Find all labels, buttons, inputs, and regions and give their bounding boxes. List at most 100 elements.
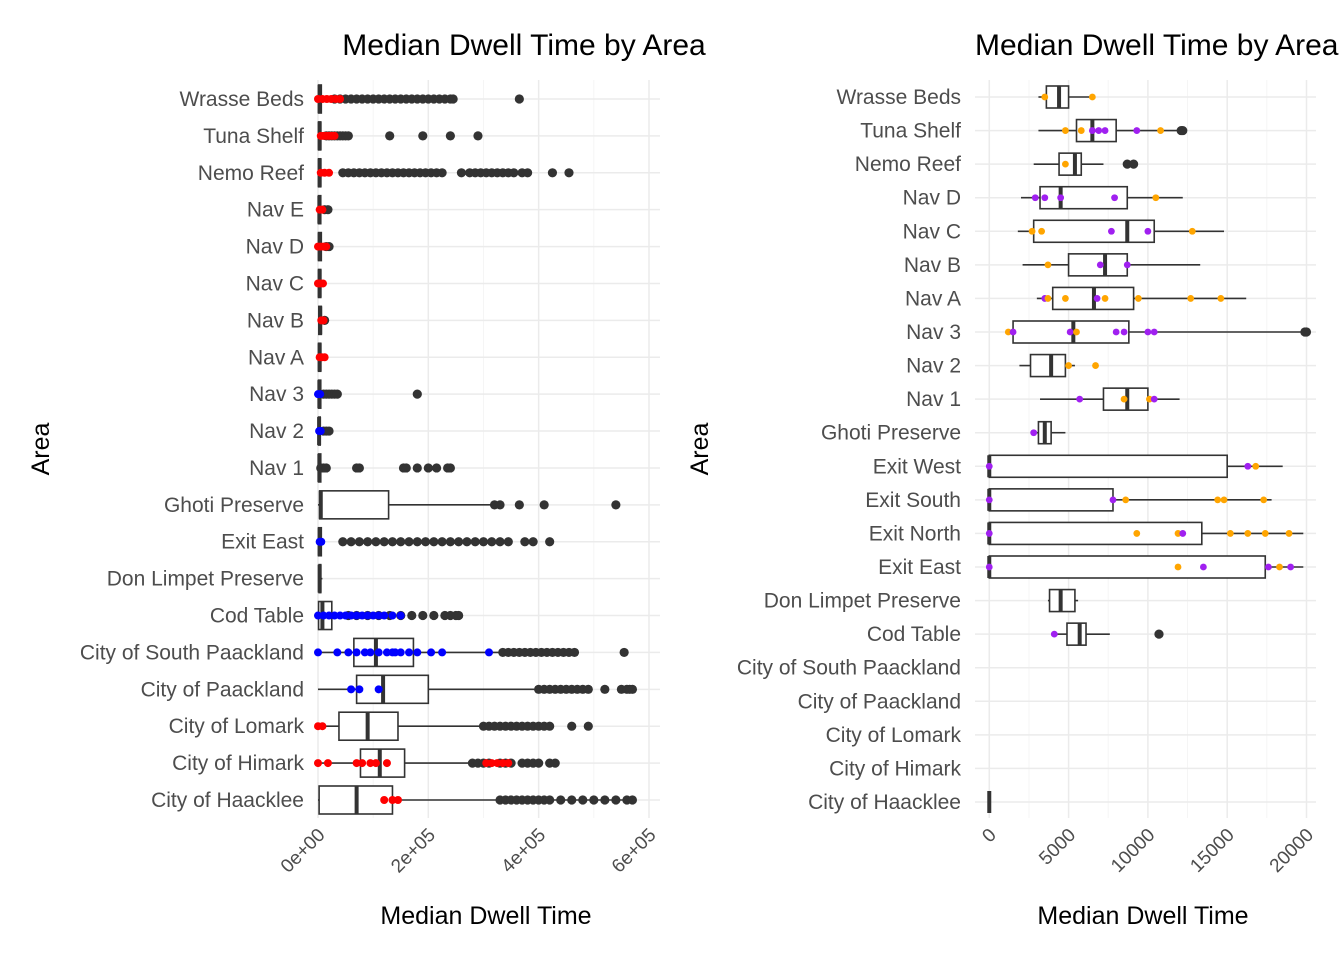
jitter-point	[382, 648, 391, 657]
outlier-point	[523, 168, 533, 178]
outlier-point	[1178, 125, 1188, 136]
category-label: Nav A	[248, 346, 304, 369]
jitter-point	[330, 611, 339, 620]
outlier-point	[354, 537, 364, 547]
category-label: Exit East	[221, 531, 304, 554]
jitter-point	[1062, 295, 1069, 302]
outlier-point	[445, 537, 455, 547]
jitter-point	[1150, 328, 1158, 336]
jitter-point	[355, 685, 364, 694]
jitter-point	[1009, 328, 1017, 336]
jitter-point	[393, 796, 402, 804]
outlier-point	[343, 131, 353, 141]
jitter-point	[322, 242, 331, 251]
outlier-point	[363, 537, 373, 547]
outlier-point	[569, 647, 580, 658]
iqr-box	[355, 674, 430, 705]
outlier-point	[520, 537, 530, 547]
outlier-point	[567, 795, 577, 805]
outlier-point	[437, 168, 447, 178]
jitter-point	[360, 648, 369, 657]
x-tick-label: 4e+05	[498, 825, 551, 878]
boxplot-nav-3	[1004, 320, 1312, 344]
jitter-point	[1101, 127, 1109, 134]
boxplot-nav-d	[1020, 185, 1183, 210]
boxplot-nav-3	[314, 379, 422, 409]
boxplot-exit-west	[985, 454, 1283, 479]
iqr-box	[318, 490, 390, 520]
jitter-point	[352, 648, 361, 657]
jitter-point	[1004, 328, 1012, 336]
category-label: Nav A	[905, 287, 961, 310]
outlier-point	[487, 537, 497, 547]
outlier-point	[478, 537, 489, 547]
boxplot-nav-2	[1019, 353, 1099, 378]
outlier-point	[321, 463, 331, 473]
outlier-point	[1154, 629, 1164, 639]
outlier-point	[473, 131, 483, 141]
jitter-point	[487, 759, 496, 768]
outlier-point	[385, 131, 395, 141]
jitter-point	[1187, 295, 1195, 302]
jitter-point	[1044, 295, 1052, 302]
outlier-point	[412, 463, 422, 473]
jitter-point	[1146, 395, 1153, 403]
category-label: City of Haacklee	[151, 789, 304, 812]
jitter-point	[438, 648, 447, 657]
category-label: Nav 1	[249, 457, 304, 480]
outlier-point	[371, 537, 381, 547]
jitter-point	[1066, 328, 1074, 336]
category-label: City of Lomark	[826, 724, 962, 747]
boxplot-nav-2	[315, 416, 334, 446]
outlier-point	[545, 795, 555, 805]
jitter-point	[1276, 563, 1283, 571]
category-label: Nav 3	[249, 383, 304, 406]
boxplot-exit-south	[985, 488, 1272, 512]
outlier-point	[332, 389, 342, 399]
jitter-point	[1088, 93, 1096, 101]
outlier-point	[346, 537, 356, 547]
outlier-point	[423, 463, 433, 473]
jitter-point	[1133, 127, 1141, 134]
outlier-point	[412, 389, 422, 399]
boxplot-nav-d	[314, 231, 334, 262]
outlier-point	[412, 537, 422, 547]
outlier-point	[396, 537, 406, 547]
jitter-point	[1150, 395, 1158, 403]
jitter-point	[366, 648, 375, 657]
category-label: Cod Table	[867, 623, 961, 646]
jitter-point	[369, 611, 378, 620]
jitter-point	[413, 648, 422, 657]
category-label: City of Himark	[829, 757, 961, 780]
jitter-point	[344, 648, 353, 657]
iqr-box	[1032, 219, 1156, 244]
jitter-point	[1179, 530, 1187, 537]
iqr-box	[988, 521, 1203, 546]
outlier-point	[627, 684, 638, 694]
outlier-point	[418, 131, 428, 141]
x-tick-label: 2e+05	[387, 825, 440, 878]
outlier-point	[324, 426, 334, 436]
boxplot-nav-1	[1040, 387, 1180, 411]
jitter-point	[314, 759, 322, 768]
category-label: Wrasse Beds	[180, 88, 305, 111]
outlier-point	[589, 795, 599, 805]
boxplot-nav-c	[314, 268, 327, 299]
outlier-point	[564, 168, 574, 178]
category-label: Nav C	[903, 220, 961, 243]
boxplot-exit-east	[315, 526, 555, 557]
jitter-point	[498, 759, 507, 768]
boxplot-exit-east	[985, 555, 1304, 579]
jitter-point	[380, 796, 389, 804]
x-tick-label: 15000	[1187, 825, 1239, 877]
jitter-point	[1244, 530, 1252, 537]
jitter-point	[325, 611, 334, 620]
outlier-point	[514, 500, 524, 510]
outlier-point	[387, 537, 398, 547]
jitter-point	[985, 530, 993, 537]
category-label: Nav B	[247, 309, 304, 332]
boxplot-tuna-shelf	[316, 121, 483, 151]
jitter-point	[316, 390, 325, 399]
jitter-point	[319, 316, 328, 325]
x-tick-label: 0	[978, 825, 1000, 847]
